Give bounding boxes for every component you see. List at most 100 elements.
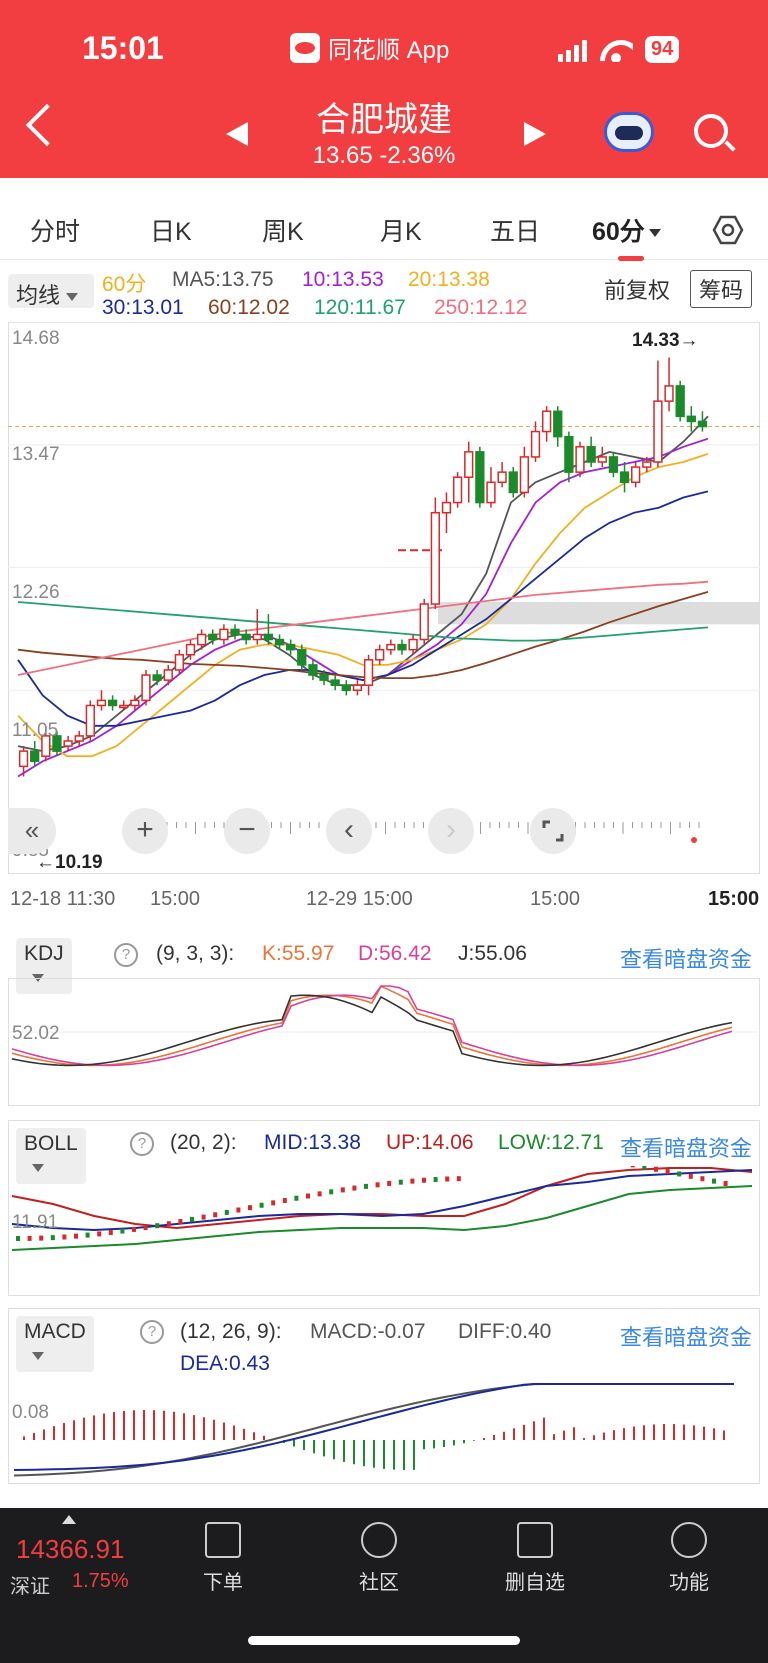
boll-candle (27, 1235, 32, 1241)
candle-up (163, 669, 173, 681)
boll-candle (50, 1235, 55, 1241)
dark-pool-link[interactable]: 查看暗盘资金 (620, 947, 753, 972)
candle-up (85, 704, 95, 737)
kdj-selector[interactable]: KDJ (16, 938, 72, 994)
assistant-robot-icon[interactable] (604, 112, 654, 152)
nav-community[interactable]: 社区 (334, 1522, 424, 1595)
tab-intraday[interactable]: 分时 (30, 218, 81, 246)
scroll-left-button[interactable]: ‹ (326, 808, 372, 854)
candle-down (697, 420, 708, 428)
tab-monthly[interactable]: 月K (380, 218, 422, 246)
candle-up (196, 633, 207, 646)
macd-value: MACD:-0.07 (310, 1320, 426, 1343)
help-icon[interactable]: ? (114, 943, 138, 967)
index-value[interactable]: 14366.91 (16, 1534, 125, 1564)
boll-candle (398, 1179, 403, 1185)
boll-candle (422, 1177, 426, 1183)
boll-selector[interactable]: BOLL (16, 1128, 86, 1184)
boll-candle (712, 1178, 716, 1184)
chips-button[interactable]: 筹码 (690, 270, 753, 308)
boll-candle (271, 1200, 276, 1206)
candle-down (241, 633, 251, 641)
tab-five-day[interactable]: 五日 (490, 218, 541, 246)
boll-candle (236, 1207, 241, 1213)
candle-down (341, 684, 351, 692)
candle-up (185, 643, 196, 656)
candle-up (363, 659, 374, 686)
expand-up-icon[interactable] (62, 1515, 76, 1524)
candle-up (63, 740, 73, 747)
nav-functions-label: 功能 (669, 1572, 709, 1594)
nav-community-label: 社区 (359, 1572, 399, 1594)
boll-candle (120, 1228, 125, 1234)
tab-daily[interactable]: 日K (150, 218, 192, 246)
fullscreen-button[interactable] (530, 808, 576, 854)
collapse-left-button[interactable]: « (8, 808, 56, 854)
candle-up (119, 704, 129, 709)
adjust-mode-button[interactable]: 前复权 (604, 278, 671, 303)
ma-selector[interactable]: 均线 (8, 274, 94, 308)
status-app-indicator[interactable]: 同花顺 App (290, 30, 449, 65)
boll-candle (132, 1226, 136, 1232)
zoom-out-button[interactable]: − (224, 808, 270, 854)
index-change: 1.75% (72, 1570, 129, 1592)
y-tick-label: 11.05 (12, 720, 59, 741)
boll-chart (11, 1166, 753, 1251)
candle-up (18, 750, 29, 768)
y-tick-label: 13.47 (12, 444, 60, 465)
scroll-right-button[interactable]: › (428, 808, 474, 854)
kdj-selector-label: KDJ (24, 942, 64, 965)
candlestick-chart[interactable] (8, 322, 760, 874)
boll-candle (201, 1214, 206, 1220)
macd-selector[interactable]: MACD (16, 1316, 94, 1372)
help-icon[interactable]: ? (140, 1320, 164, 1344)
previous-stock-button[interactable] (226, 122, 248, 146)
candle-up (352, 684, 363, 692)
macd-panel (8, 1308, 760, 1484)
help-icon[interactable]: ? (130, 1132, 154, 1156)
stock-change: -2.36% (379, 142, 456, 169)
ma-line-ma20 (17, 453, 709, 758)
boll-candle (248, 1205, 252, 1211)
boll-candle (688, 1173, 693, 1179)
document-icon (205, 1522, 241, 1558)
x-tick-label: 15:00 (708, 888, 760, 910)
candle-up (219, 628, 229, 641)
macd-level: 0.08 (12, 1402, 49, 1423)
candle-down (274, 638, 285, 646)
boll-candle (213, 1212, 218, 1218)
next-stock-button[interactable] (524, 122, 546, 146)
candle-up (41, 735, 51, 757)
boll-panel (8, 1120, 760, 1296)
tab-weekly[interactable]: 周K (262, 218, 304, 246)
nav-functions[interactable]: 功能 (644, 1522, 734, 1595)
boll-candle (108, 1230, 113, 1236)
zoom-in-button[interactable]: + (122, 808, 168, 854)
candle-down (564, 435, 574, 473)
dark-pool-link[interactable]: 查看暗盘资金 (620, 1136, 753, 1161)
boll-candle (723, 1181, 728, 1187)
nav-remove-watchlist[interactable]: 删自选 (490, 1522, 580, 1595)
y-tick-label: 14.68 (12, 328, 60, 349)
tab-60min[interactable]: 60分 (592, 212, 661, 248)
candle-down (330, 679, 340, 686)
ma-line-ma120 (17, 601, 709, 642)
index-name: 深证 (10, 1576, 50, 1598)
dark-pool-link[interactable]: 查看暗盘资金 (620, 1325, 753, 1350)
boll-candle (665, 1169, 670, 1175)
candle-up (530, 430, 541, 458)
settings-hex-icon[interactable] (712, 214, 744, 246)
nav-order[interactable]: 下单 (178, 1522, 268, 1595)
boll-candle (445, 1176, 450, 1182)
ma-selector-label: 均线 (16, 283, 61, 308)
candle-up (430, 511, 440, 605)
kdj-d-line (11, 985, 733, 1067)
search-icon[interactable] (694, 114, 728, 148)
candle-up (174, 654, 185, 671)
candle-down (297, 648, 307, 666)
candle-down (208, 633, 218, 641)
candle-up (653, 400, 663, 463)
kdj-level: 52.02 (12, 1023, 60, 1044)
candle-down (107, 699, 118, 707)
